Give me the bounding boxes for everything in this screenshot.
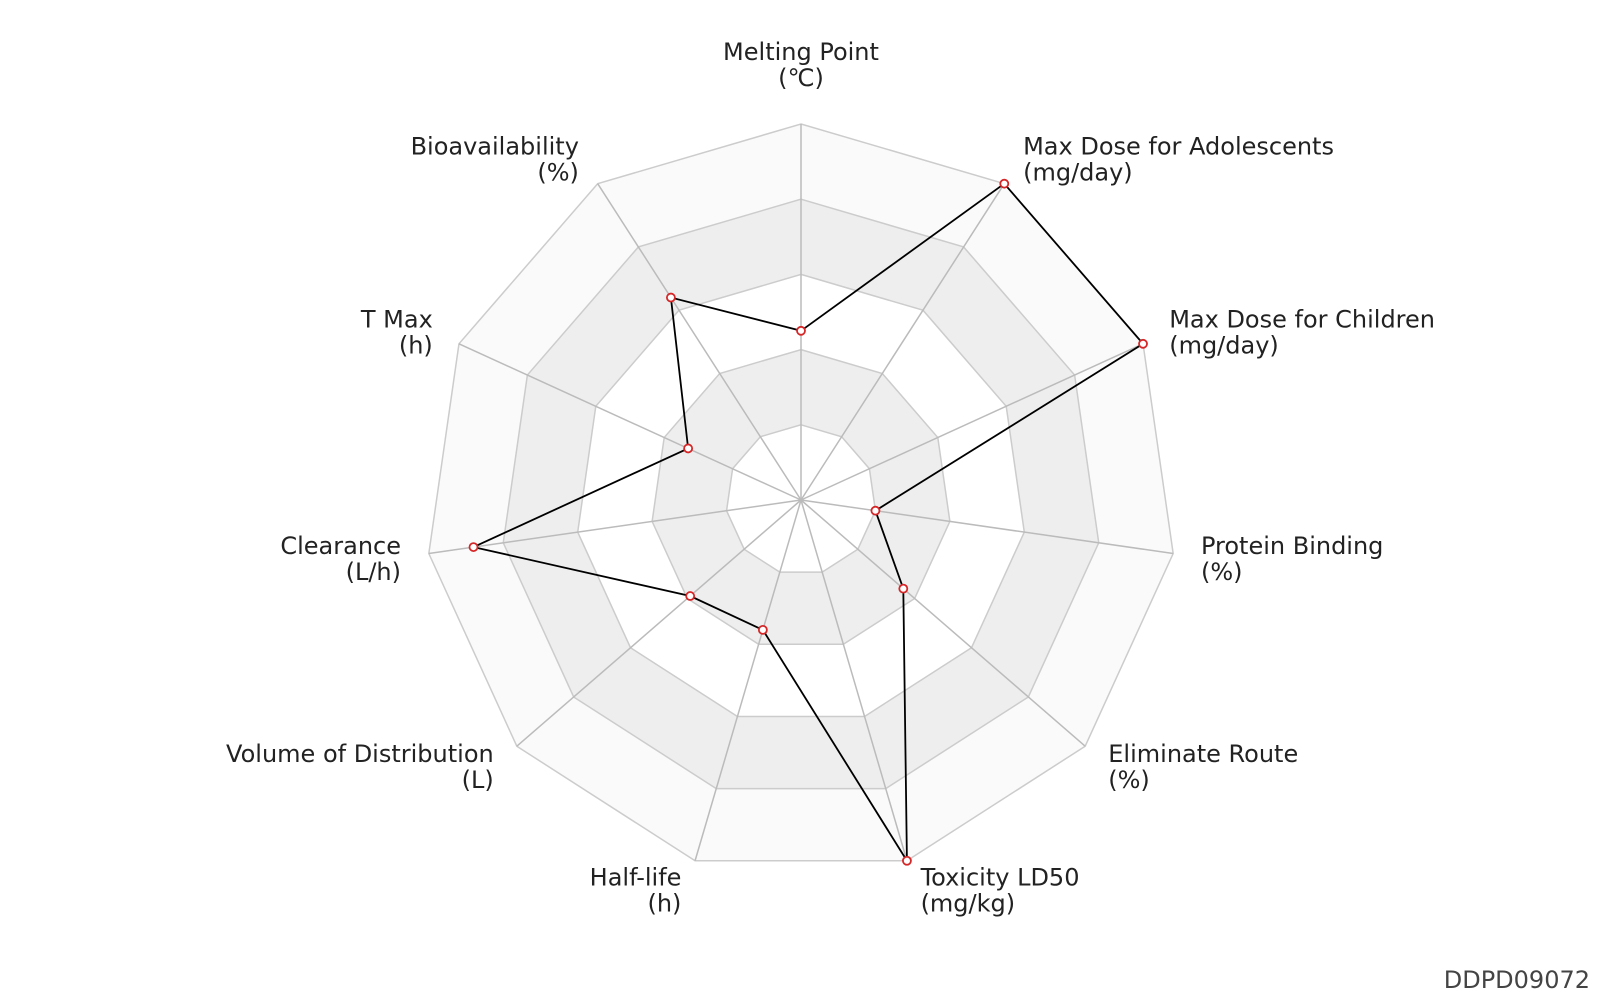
spoke (800, 343, 1144, 501)
axis-unit: (mg/day) (1169, 331, 1279, 359)
axis-unit: (%) (1201, 558, 1243, 586)
data-point (468, 542, 479, 552)
axis-unit: (L/h) (346, 558, 401, 586)
axis-label: Eliminate Route (1108, 740, 1298, 768)
axis-label: Volume of Distribution (226, 740, 494, 768)
data-point (902, 855, 912, 866)
axis-unit: (%) (1108, 766, 1150, 794)
data-point (898, 583, 909, 594)
spoke (694, 499, 802, 861)
axis-label: Clearance (280, 532, 401, 560)
axis-unit: (%) (537, 158, 579, 186)
axis-label: Half-life (590, 864, 682, 892)
footer-id: DDPD09072 (1444, 966, 1590, 994)
axis-label: Max Dose for Adolescents (1023, 132, 1334, 160)
data-point (796, 325, 806, 336)
axis-unit: (mg/kg) (921, 890, 1016, 918)
data-line (470, 182, 1145, 864)
axis-unit: (h) (647, 890, 681, 918)
axis-label: Melting Point (723, 38, 879, 66)
spoke (597, 183, 802, 501)
data-point (999, 178, 1010, 189)
axis-label: T Max (360, 305, 433, 333)
spoke (800, 499, 1174, 555)
axis-unit: (℃) (778, 64, 824, 92)
axis-label: Max Dose for Children (1169, 305, 1435, 333)
axis-label: Bioavailability (411, 132, 579, 160)
spoke (428, 499, 802, 555)
spoke (800, 499, 908, 861)
axis-unit: (L) (462, 766, 494, 794)
axis-unit: (h) (399, 331, 433, 359)
axis-label: Protein Binding (1201, 532, 1383, 560)
spoke (800, 183, 1005, 501)
spoke (800, 499, 1086, 747)
spoke (458, 343, 802, 501)
data-point (870, 505, 881, 516)
data-point (1138, 338, 1148, 349)
data-point (683, 443, 694, 454)
spoke (516, 499, 802, 747)
axis-label: Toxicity LD50 (920, 864, 1080, 892)
data-point (757, 624, 768, 635)
axis-unit: (mg/day) (1023, 158, 1133, 186)
data-point (685, 591, 696, 601)
data-point (666, 292, 676, 303)
